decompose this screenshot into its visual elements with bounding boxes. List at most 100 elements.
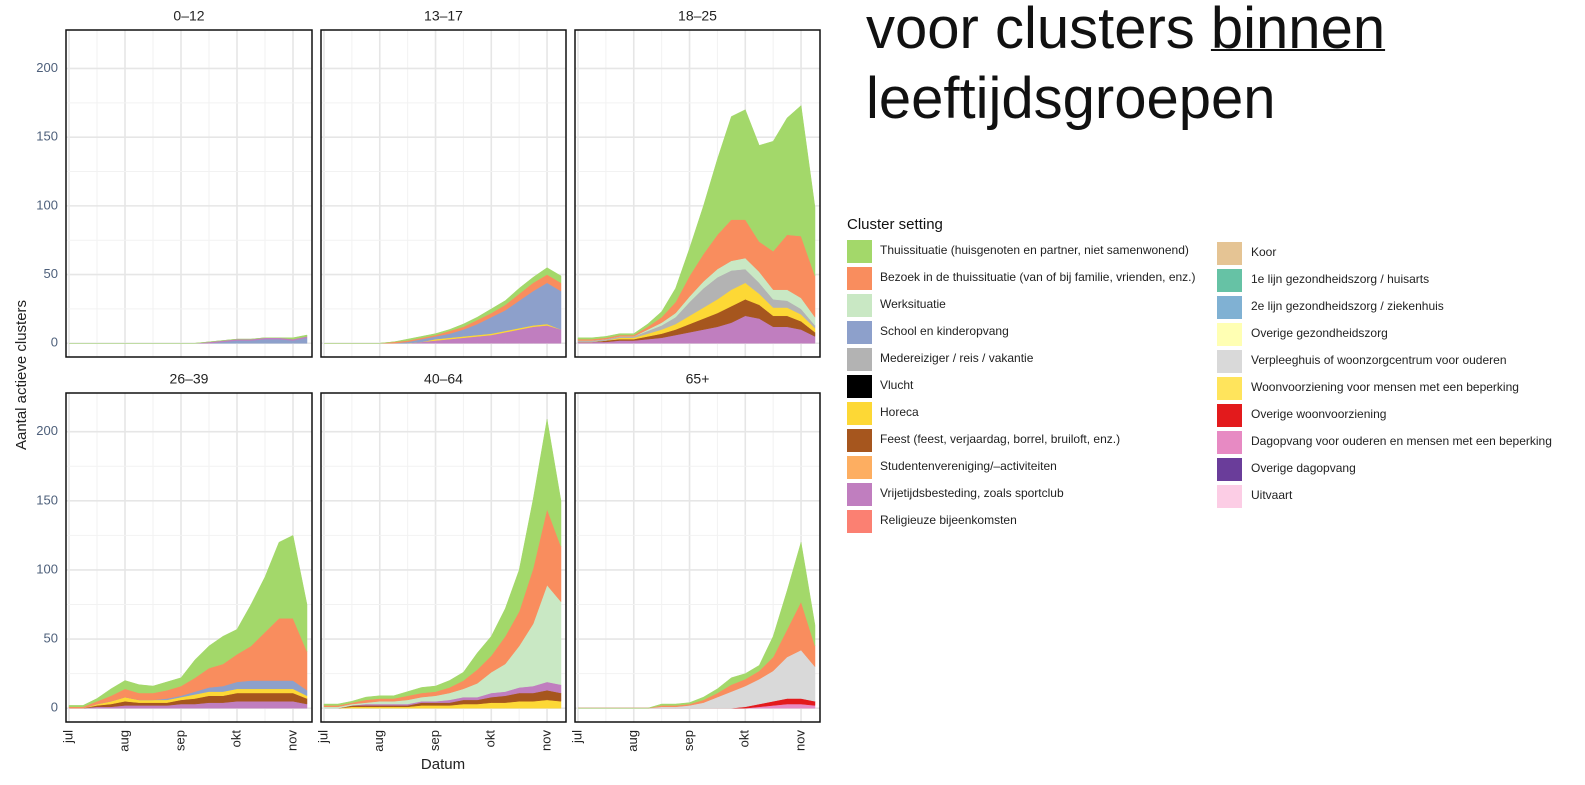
legend-swatch [1217, 296, 1242, 319]
x-tick-label: jul [315, 730, 330, 744]
legend-label: Overige gezondheidszorg [1251, 326, 1388, 340]
legend-label: Feest (feest, verjaardag, borrel, bruilo… [880, 432, 1120, 446]
legend-swatch [847, 456, 872, 479]
x-tick-label: jul [60, 730, 75, 744]
legend-swatch [847, 321, 872, 344]
legend-label: Dagopvang voor ouderen en mensen met een… [1251, 434, 1552, 448]
legend-swatch [847, 429, 872, 452]
legend-label: Horeca [880, 405, 919, 419]
panel-border [65, 392, 313, 723]
area [68, 535, 308, 708]
y-tick-label: 150 [36, 129, 58, 144]
x-tick-label: nov [284, 730, 299, 751]
panel-title: 40–64 [424, 371, 463, 387]
legend-label: Vlucht [880, 378, 914, 392]
legend-swatch [847, 348, 872, 371]
panel-title: 13–17 [424, 8, 463, 24]
x-tick-label: okt [737, 730, 752, 748]
legend-label: 1e lijn gezondheidszorg / huisarts [1251, 272, 1429, 286]
y-axis-label: Aantal actieve clusters [13, 300, 30, 450]
heading: voor clusters binnen leeftijdsgroepen [866, 0, 1385, 134]
legend-swatch [1217, 269, 1242, 292]
legend-label: Werksituatie [880, 297, 946, 311]
panel-border [574, 392, 821, 723]
panel [574, 29, 821, 358]
panel [574, 392, 821, 723]
legend-swatch [847, 267, 872, 290]
x-tick-label: okt [483, 730, 498, 748]
x-tick-label: aug [625, 730, 640, 752]
heading-underlined: binnen [1210, 0, 1386, 61]
y-tick-label: 200 [36, 423, 58, 438]
panel-border [574, 29, 821, 358]
legend-swatch [1217, 377, 1242, 400]
panel-title: 0–12 [173, 8, 204, 24]
legend-swatch [847, 483, 872, 506]
legend-label: Studentenvereniging/–activiteiten [880, 459, 1057, 473]
legend-label: Vrijetijdsbesteding, zoals sportclub [880, 486, 1064, 500]
panel-background [66, 30, 312, 357]
x-tick-label: jul [569, 730, 584, 744]
x-axis-label: Datum [421, 756, 465, 773]
panel-title: 18–25 [678, 8, 717, 24]
area [323, 419, 562, 706]
legend-label: 2e lijn gezondheidszorg / ziekenhuis [1251, 299, 1444, 313]
legend-swatch [1217, 431, 1242, 454]
y-tick-label: 50 [44, 266, 58, 281]
y-tick-label: 150 [36, 492, 58, 507]
legend-label: School en kinderopvang [880, 324, 1009, 338]
legend-label: Bezoek in de thuissituatie (van of bij f… [880, 270, 1196, 284]
legend-label: Verpleeghuis of woonzorgcentrum voor oud… [1251, 353, 1507, 367]
legend-swatch [1217, 458, 1242, 481]
legend-label: Thuissituatie (huisgenoten en partner, n… [880, 243, 1189, 257]
legend-title: Cluster setting [847, 216, 943, 233]
legend-label: Overige woonvoorziening [1251, 407, 1386, 421]
y-tick-label: 200 [36, 60, 58, 75]
panel-border [65, 29, 313, 358]
panel-title: 65+ [686, 371, 710, 387]
y-tick-label: 50 [44, 630, 58, 645]
x-tick-label: okt [228, 730, 243, 748]
legend-swatch [1217, 350, 1242, 373]
x-tick-label: sep [427, 730, 442, 751]
y-tick-label: 100 [36, 561, 58, 576]
legend-label: Koor [1251, 245, 1276, 259]
y-tick-label: 0 [51, 335, 58, 350]
legend-label: Overige dagopvang [1251, 461, 1356, 475]
panel-title: 26–39 [170, 371, 209, 387]
legend-swatch [1217, 485, 1242, 508]
legend-swatch [847, 375, 872, 398]
panel [65, 29, 313, 358]
heading-text: leeftijdsgroepen [866, 66, 1276, 131]
heading-text: voor clusters [866, 0, 1195, 61]
area [324, 267, 562, 344]
area [577, 105, 816, 340]
panel [320, 392, 567, 723]
y-tick-label: 0 [51, 700, 58, 715]
x-tick-label: nov [538, 730, 553, 751]
legend-label: Medereiziger / reis / vakantie [880, 351, 1034, 365]
legend-swatch [1217, 404, 1242, 427]
x-tick-label: sep [172, 730, 187, 751]
panel [320, 29, 567, 358]
legend-swatch [1217, 323, 1242, 346]
legend-label: Religieuze bijeenkomsten [880, 513, 1017, 527]
area [69, 334, 308, 344]
legend-swatch [847, 402, 872, 425]
x-tick-label: aug [371, 730, 386, 752]
x-tick-label: nov [792, 730, 807, 751]
area [578, 542, 816, 709]
x-tick-label: aug [116, 730, 131, 752]
legend-swatch [1217, 242, 1242, 265]
panel [65, 392, 313, 723]
legend-label: Woonvoorziening voor mensen met een bepe… [1251, 380, 1519, 394]
panel-border [320, 392, 567, 723]
x-tick-label: sep [681, 730, 696, 751]
legend-swatch [847, 240, 872, 263]
panel-border [320, 29, 567, 358]
y-tick-label: 100 [36, 197, 58, 212]
legend-swatch [847, 294, 872, 317]
legend-swatch [847, 510, 872, 533]
